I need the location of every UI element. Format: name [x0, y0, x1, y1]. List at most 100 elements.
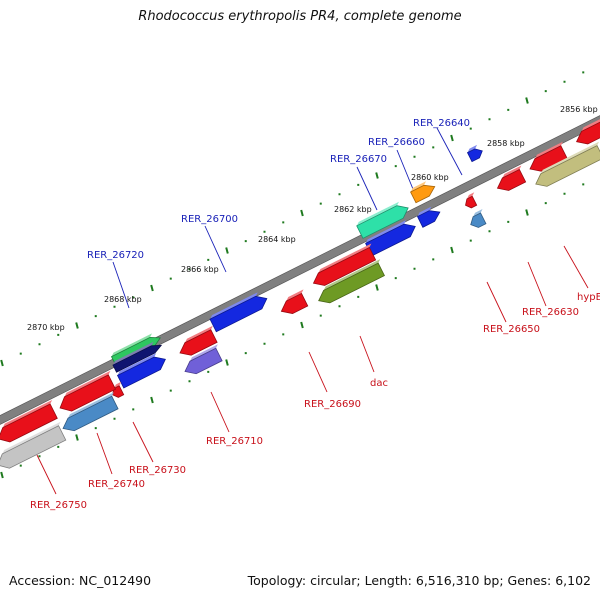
rer_26740-gene[interactable] — [62, 392, 119, 432]
scale-label: 2856 kbp — [560, 105, 598, 114]
rer_26650-label[interactable]: RER_26650 — [483, 324, 540, 335]
rer_26710-label[interactable]: RER_26710 — [206, 436, 263, 447]
scale-label: 2858 kbp — [487, 139, 525, 148]
rer_26750-gene[interactable] — [0, 421, 67, 469]
rer_26730-label[interactable]: RER_26730 — [129, 465, 186, 476]
rer_26660-callout-line — [396, 149, 416, 195]
lower-scale-track-dot — [507, 220, 510, 223]
rer_26670-c-gene[interactable] — [416, 206, 441, 228]
lower-scale-track-dot — [38, 455, 41, 458]
rer_26710-gene[interactable] — [184, 344, 223, 375]
rer_26750-b-gene[interactable] — [0, 399, 58, 443]
upper-scale-track-dot — [282, 221, 285, 224]
rer_26710-b-gene-body — [179, 329, 218, 356]
rer_26750-label[interactable]: RER_26750 — [30, 500, 87, 511]
rer_26740-b-gene-top — [64, 370, 111, 397]
dac-callout-line — [359, 335, 375, 373]
rer_26660-gene-top — [410, 181, 426, 192]
upper-scale-track-dot — [38, 343, 41, 346]
upper-scale-track-tick — [450, 134, 454, 142]
dac-b-gene[interactable] — [312, 243, 377, 286]
rer_26740-b-gene-body — [59, 374, 117, 412]
upper-scale-track-dot — [263, 230, 266, 233]
rer_26670-label[interactable]: RER_26670 — [330, 154, 387, 165]
rer_26650-gene-top — [473, 209, 483, 217]
rer_26650-r-gene[interactable] — [465, 192, 478, 209]
rer_26630-b-gene[interactable] — [529, 141, 568, 172]
rer_26750-b-gene-top — [2, 399, 53, 428]
rer_26720-c-gene[interactable] — [116, 353, 166, 389]
rer_26710-gene-body — [184, 347, 223, 375]
rer_26740-b-gene[interactable] — [59, 370, 117, 412]
upper-scale-track-dot — [357, 183, 360, 186]
scale-label: 2862 kbp — [334, 205, 372, 214]
rer_26700-label[interactable]: RER_26700 — [181, 214, 238, 225]
rer_26640-gene[interactable] — [466, 144, 483, 163]
dac-label[interactable]: dac — [370, 378, 388, 389]
dac-gene[interactable] — [318, 259, 385, 304]
rer_26660-gene-body — [410, 184, 436, 204]
rer_26660-gene[interactable] — [410, 181, 436, 204]
lower-scale-track-tick — [0, 471, 4, 479]
rer_26670-gene[interactable] — [356, 201, 409, 239]
rer_26720-c-gene-top — [117, 353, 157, 376]
rer_26630-label[interactable]: RER_26630 — [522, 307, 579, 318]
rer_26660-label[interactable]: RER_26660 — [368, 137, 425, 148]
lower-scale-track-dot — [19, 464, 22, 467]
dac-gene-body — [318, 262, 385, 304]
lower-scale-track-dot — [582, 183, 585, 186]
rer_26720-callout-line — [112, 261, 130, 309]
rer_26640-label[interactable]: RER_26640 — [413, 118, 470, 129]
rer_26740-gene-body — [62, 395, 119, 432]
rer_26700-gene-top — [210, 292, 258, 320]
lower-scale-track-dot — [488, 230, 491, 233]
upper-scale-track-tick — [225, 247, 229, 254]
rer_26700-gene-body — [209, 295, 268, 333]
rer_26630-gene[interactable] — [496, 165, 527, 191]
hype-gene[interactable] — [535, 141, 600, 187]
rer_26650-gene[interactable] — [470, 209, 487, 228]
upper-scale-track-tick — [300, 209, 304, 217]
upper-scale-track-dot — [94, 315, 97, 318]
rer_26700-callout-line — [204, 225, 227, 273]
upper-scale-track-dot — [57, 333, 60, 336]
scale-label: 2864 kbp — [258, 235, 296, 244]
rer_26740-label[interactable]: RER_26740 — [88, 479, 145, 490]
rer_26740-callout-line — [96, 432, 113, 475]
upper-scale-track-dot — [469, 127, 472, 130]
upper-scale-track-dot — [507, 108, 510, 111]
rer_26700-gene[interactable] — [209, 292, 268, 333]
lower-scale-track-dot — [244, 352, 247, 355]
rer_26710-callout-line — [210, 391, 230, 433]
rer_26630-gene-top — [502, 165, 522, 178]
rer_26690-gene-top — [286, 289, 304, 302]
upper-scale-track-tick — [525, 97, 529, 104]
lower-scale-track-dot — [57, 445, 60, 448]
rer_26690-label[interactable]: RER_26690 — [304, 399, 361, 410]
rer_26720-b-gene[interactable] — [112, 341, 163, 373]
hype-gene-body — [535, 145, 600, 187]
upper-scale-track-dot — [132, 296, 135, 299]
rer_26710-b-gene[interactable] — [179, 325, 218, 356]
rer_26720-gene-top — [111, 333, 152, 357]
hype-label[interactable]: hypE — [577, 292, 600, 303]
upper-scale-track-tick — [150, 284, 154, 292]
rer_26640-gene-body — [466, 148, 483, 163]
lower-scale-track-dot — [113, 417, 116, 420]
rer_26650-r-gene-top — [466, 192, 475, 199]
rer_26730-gene-top — [113, 381, 122, 389]
rer_26690-gene[interactable] — [280, 289, 309, 314]
lower-scale-track-dot — [132, 408, 135, 411]
scale-label: 2870 kbp — [27, 323, 65, 332]
upper-scale-track-dot — [563, 80, 566, 83]
upper-scale-track-dot — [319, 202, 322, 205]
rer_26630-gene-body — [496, 168, 527, 191]
rer_26670-c-gene-body — [416, 210, 441, 228]
rer_26720-label[interactable]: RER_26720 — [87, 250, 144, 261]
upper-scale-track-dot — [19, 352, 22, 355]
rer_26690-gene-body — [280, 292, 309, 314]
upper-scale-track-tick — [75, 322, 79, 329]
hype-b-gene[interactable] — [576, 118, 600, 145]
dac-b-gene-top — [318, 243, 372, 273]
rer_26650-r-gene-body — [465, 195, 478, 209]
